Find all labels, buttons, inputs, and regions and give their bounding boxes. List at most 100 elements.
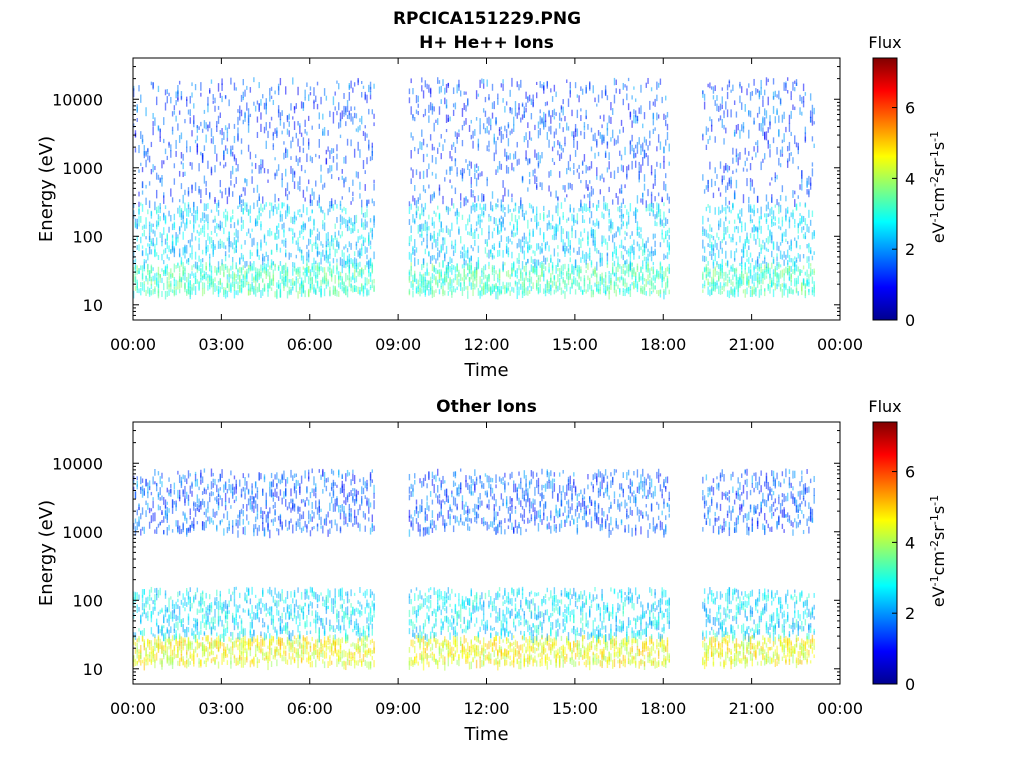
flux-cell [511, 286, 513, 292]
flux-cell [778, 202, 780, 207]
flux-cell [309, 284, 312, 289]
flux-cell [249, 290, 252, 296]
flux-cell [613, 272, 616, 276]
flux-cell [322, 267, 324, 273]
flux-cell [315, 275, 317, 283]
flux-cell [155, 272, 158, 277]
flux-cell [518, 286, 520, 296]
flux-cell [186, 259, 188, 264]
flux-cell [217, 240, 220, 249]
flux-cell [535, 81, 538, 86]
flux-cell [168, 289, 170, 296]
flux-cell [636, 149, 639, 154]
flux-cell [652, 113, 655, 121]
flux-cell [659, 141, 662, 150]
flux-cell [210, 244, 213, 249]
flux-cell [550, 88, 552, 93]
flux-cell [742, 251, 745, 258]
flux-cell [631, 275, 633, 280]
flux-cell [744, 239, 746, 247]
flux-cell [168, 210, 170, 217]
flux-cell [728, 290, 731, 299]
flux-cell [433, 210, 435, 215]
flux-cell [191, 245, 193, 255]
flux-cell [656, 94, 658, 102]
flux-cell [749, 289, 752, 297]
flux-cell [444, 139, 446, 143]
flux-cell [184, 282, 186, 290]
flux-cell [741, 208, 743, 217]
flux-cell [315, 260, 317, 265]
flux-cell [741, 221, 743, 228]
flux-cell [756, 271, 759, 276]
flux-cell [332, 258, 335, 264]
flux-cell [152, 267, 154, 271]
flux-cell [219, 179, 222, 188]
flux-cell [207, 96, 209, 106]
flux-cell [532, 228, 534, 237]
flux-cell [640, 266, 642, 273]
flux-cell [161, 291, 163, 297]
x-axis-label: Time [463, 360, 508, 381]
flux-cell [490, 118, 492, 126]
flux-cell [163, 160, 165, 165]
flux-cell [544, 283, 547, 293]
flux-cell [567, 238, 570, 247]
flux-cell [452, 250, 455, 257]
flux-cell [323, 182, 326, 188]
flux-cell [627, 248, 630, 253]
flux-cell [141, 265, 144, 273]
flux-cell [668, 267, 670, 274]
flux-cell [147, 243, 149, 247]
flux-cell [474, 204, 476, 213]
flux-cell [790, 280, 792, 286]
flux-cell [431, 143, 434, 151]
flux-cell [454, 243, 457, 253]
flux-cell [341, 208, 343, 213]
flux-cell [454, 131, 457, 137]
flux-cell [569, 245, 571, 250]
flux-cell [809, 177, 812, 186]
flux-cell [320, 258, 322, 265]
flux-cell [772, 272, 775, 281]
flux-cell [240, 280, 243, 287]
flux-cell [163, 227, 165, 235]
flux-cell [640, 198, 642, 203]
flux-cell [260, 264, 262, 271]
flux-cell [293, 106, 296, 110]
flux-cell [148, 181, 151, 186]
flux-cell [338, 83, 340, 90]
flux-cell [269, 121, 271, 129]
flux-cell [733, 193, 736, 200]
flux-cell [617, 166, 619, 174]
flux-cell [431, 194, 434, 201]
flux-cell [555, 112, 557, 116]
flux-cell [709, 268, 711, 274]
flux-cell [249, 215, 252, 223]
flux-cell [276, 226, 278, 235]
flux-cell [557, 245, 559, 249]
flux-cell [435, 268, 437, 275]
flux-cell [182, 215, 184, 224]
flux-cell [636, 232, 639, 236]
flux-cell [368, 139, 370, 149]
flux-cell [634, 115, 637, 124]
flux-cell [353, 215, 356, 225]
flux-cell [134, 218, 137, 225]
flux-cell [763, 108, 766, 116]
flux-cell [594, 270, 596, 275]
flux-cell [361, 91, 363, 98]
flux-cell [624, 236, 626, 241]
flux-cell [797, 235, 799, 240]
flux-cell [762, 239, 764, 244]
flux-cell [231, 191, 234, 197]
flux-cell [373, 224, 375, 228]
flux-cell [808, 175, 810, 185]
flux-cell [548, 262, 550, 268]
flux-cell [203, 219, 206, 224]
flux-cell [283, 202, 285, 207]
flux-cell [307, 275, 310, 285]
flux-cell [749, 286, 752, 290]
flux-cell [214, 244, 216, 248]
flux-cell [437, 236, 439, 242]
